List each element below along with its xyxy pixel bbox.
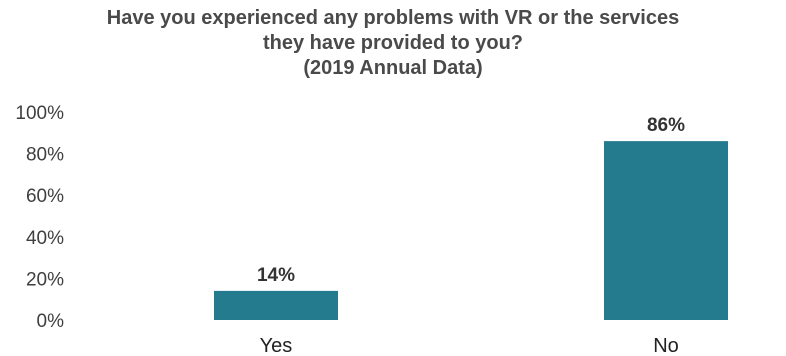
y-tick-label: 60% xyxy=(26,186,64,207)
data-label: 14% xyxy=(257,265,295,286)
x-tick-label: Yes xyxy=(260,335,293,356)
chart-title-line: they have provided to you? xyxy=(262,32,524,54)
y-tick-label: 0% xyxy=(37,311,65,332)
chart-title: Have you experienced any problems with V… xyxy=(0,6,786,81)
data-label: 86% xyxy=(647,115,685,136)
y-tick-label: 80% xyxy=(26,145,64,166)
bar-yes xyxy=(214,290,338,320)
y-tick-label: 100% xyxy=(15,103,64,124)
y-tick-label: 40% xyxy=(26,228,64,249)
chart-subtitle: (2019 Annual Data) xyxy=(303,57,483,79)
chart-title-line: Have you experienced any problems with V… xyxy=(106,7,680,29)
y-tick-label: 20% xyxy=(26,269,64,290)
x-tick-label: No xyxy=(653,335,679,356)
bar-no xyxy=(604,141,728,320)
